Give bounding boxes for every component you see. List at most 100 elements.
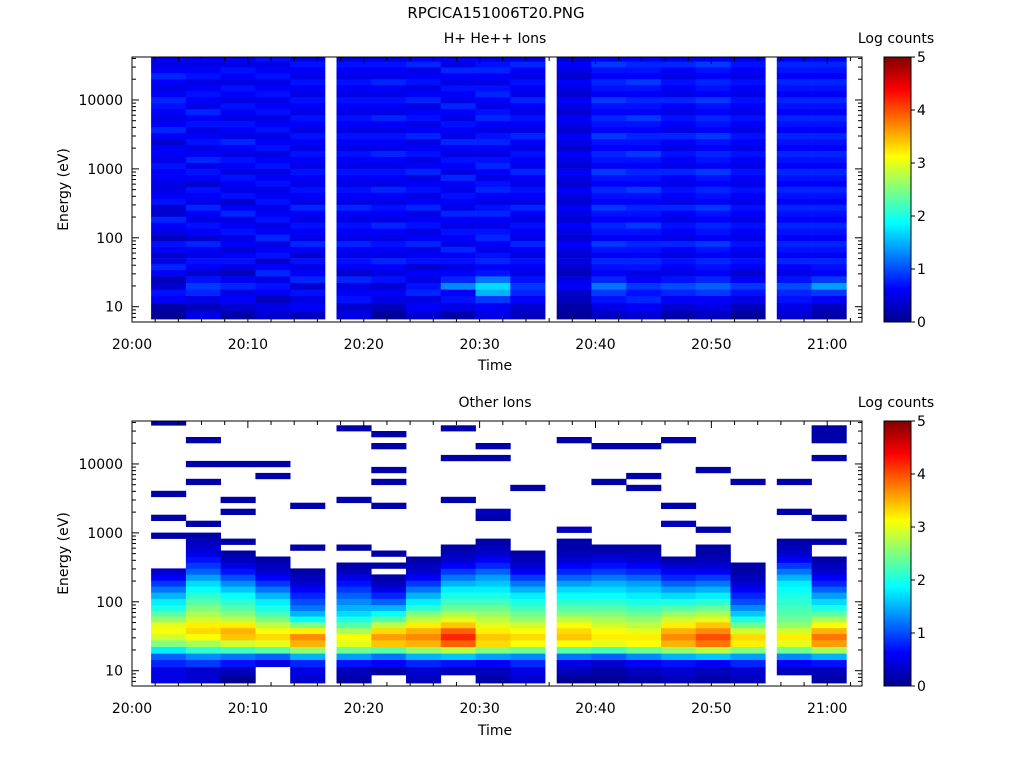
heatmap-cell	[556, 132, 592, 140]
heatmap-cell	[556, 437, 592, 444]
heatmap-cell	[406, 289, 442, 296]
heatmap-cell	[811, 675, 847, 684]
heatmap-cell	[695, 666, 731, 676]
heatmap-cell	[661, 108, 697, 116]
heatmap-cell	[151, 610, 187, 617]
heatmap-cell	[776, 258, 812, 265]
heatmap-cell	[475, 114, 511, 122]
heatmap-cell	[406, 216, 442, 223]
heatmap-cell	[220, 627, 256, 635]
heatmap-cell	[406, 568, 442, 575]
heatmap-cell	[290, 295, 326, 304]
heatmap-cell	[510, 252, 546, 259]
heatmap-cell	[290, 61, 326, 68]
heatmap-cell	[626, 67, 662, 74]
heatmap-cell	[290, 289, 326, 296]
chart-main-title: RPCICA151006T20.PNG	[407, 4, 585, 22]
heatmap-cell	[730, 114, 766, 122]
heatmap-cell	[661, 675, 697, 684]
heatmap-cell	[440, 640, 476, 647]
heatmap-cell	[626, 622, 662, 629]
heatmap-cell	[591, 120, 627, 128]
heatmap-cell	[371, 174, 407, 181]
heatmap-cell	[371, 246, 407, 253]
heatmap-cell	[151, 574, 187, 581]
heatmap-cell	[336, 102, 372, 110]
heatmap-cell	[661, 228, 697, 235]
heatmap-cell	[371, 659, 407, 668]
heatmap-cell	[510, 610, 546, 617]
heatmap-cell	[255, 604, 291, 611]
heatmap-cell	[371, 61, 407, 68]
heatmap-cell	[185, 622, 221, 629]
heatmap-cell	[695, 120, 731, 128]
heatmap-cell	[440, 85, 476, 92]
colorbar-title: Log counts	[858, 31, 934, 47]
heatmap-cell	[730, 263, 766, 271]
heatmap-cell	[776, 162, 812, 169]
heatmap-cell	[290, 57, 326, 62]
heatmap-cell	[695, 302, 731, 312]
heatmap-cell	[290, 544, 326, 551]
heatmap-cell	[510, 90, 546, 98]
heatmap-cell	[220, 186, 256, 193]
heatmap-cell	[185, 263, 221, 271]
heatmap-cell	[661, 622, 697, 629]
heatmap-cell	[406, 586, 442, 593]
heatmap-cell	[811, 610, 847, 617]
heatmap-cell	[776, 132, 812, 140]
heatmap-cell	[220, 67, 256, 74]
heatmap-cell	[255, 574, 291, 581]
heatmap-cell	[406, 144, 442, 151]
heatmap-cell	[220, 222, 256, 229]
heatmap-cell	[475, 598, 511, 606]
heatmap-cell	[661, 120, 697, 128]
heatmap-cell	[185, 675, 221, 684]
heatmap-cell	[661, 610, 697, 617]
heatmap-cell	[730, 598, 766, 606]
heatmap-cell	[220, 180, 256, 187]
heatmap-cell	[776, 228, 812, 235]
heatmap-cell	[336, 79, 372, 86]
heatmap-cell	[255, 90, 291, 98]
heatmap-cell	[151, 653, 187, 660]
heatmap-cell	[510, 289, 546, 296]
heatmap-cell	[185, 633, 221, 641]
heatmap-cell	[371, 126, 407, 134]
y-axis-title: Energy (eV)	[56, 148, 72, 231]
heatmap-cell	[371, 502, 407, 509]
heatmap-cell	[406, 666, 442, 676]
heatmap-cell	[220, 604, 256, 611]
heatmap-cell	[591, 562, 627, 569]
heatmap-cell	[776, 263, 812, 271]
heatmap-cell	[475, 556, 511, 563]
heatmap-cell	[510, 57, 546, 62]
heatmap-cell	[406, 604, 442, 611]
heatmap-cell	[661, 574, 697, 581]
heatmap-cell	[406, 90, 442, 98]
heatmap-cell	[151, 216, 187, 223]
heatmap-cell	[556, 210, 592, 217]
heatmap-cell	[661, 90, 697, 98]
heatmap-cell	[290, 138, 326, 145]
heatmap-cell	[661, 174, 697, 181]
heatmap-cell	[185, 568, 221, 575]
heatmap-cell	[661, 633, 697, 641]
heatmap-cell	[475, 222, 511, 229]
heatmap-cell	[336, 96, 372, 104]
heatmap-cell	[510, 550, 546, 557]
heatmap-cell	[811, 204, 847, 211]
heatmap-cell	[290, 598, 326, 606]
heatmap-cell	[776, 574, 812, 581]
heatmap-cell	[661, 240, 697, 247]
heatmap-cell	[811, 263, 847, 271]
heatmap-cell	[776, 73, 812, 80]
heatmap-cell	[475, 90, 511, 98]
heatmap-cell	[591, 311, 627, 320]
heatmap-cell	[371, 234, 407, 242]
heatmap-cell	[475, 269, 511, 277]
heatmap-cell	[591, 73, 627, 80]
heatmap-cell	[695, 574, 731, 581]
heatmap-cell	[626, 198, 662, 205]
heatmap-cell	[255, 96, 291, 104]
